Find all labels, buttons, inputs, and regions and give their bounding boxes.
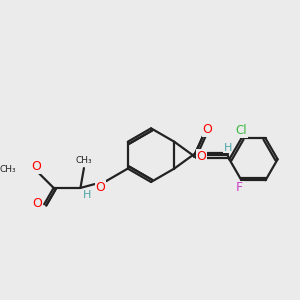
Text: O: O (203, 124, 213, 136)
Text: H: H (82, 190, 91, 200)
Text: CH₃: CH₃ (76, 156, 92, 165)
Text: O: O (31, 160, 41, 173)
Text: CH₃: CH₃ (0, 165, 16, 174)
Text: O: O (95, 181, 105, 194)
Text: F: F (236, 181, 243, 194)
Text: O: O (196, 150, 206, 163)
Text: Cl: Cl (236, 124, 247, 137)
Text: H: H (224, 142, 232, 153)
Text: O: O (32, 197, 42, 210)
